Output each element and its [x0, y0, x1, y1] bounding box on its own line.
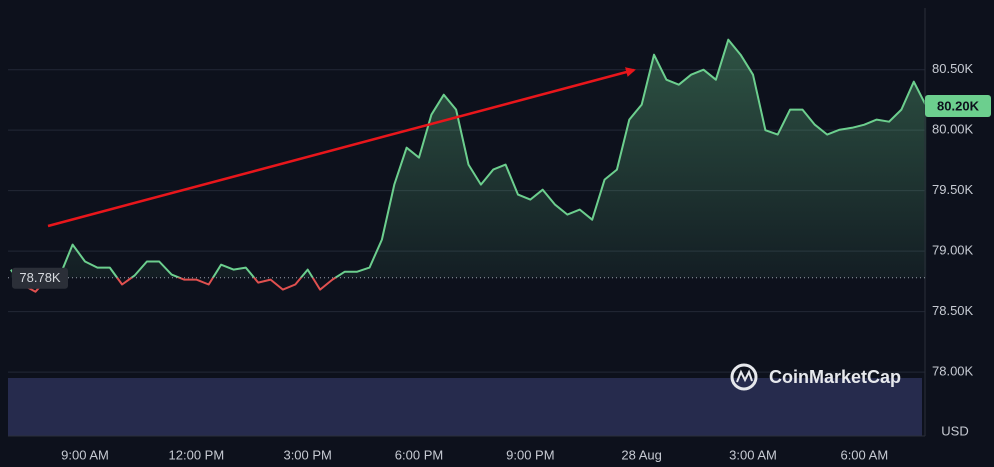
x-tick-label: 9:00 AM — [61, 447, 109, 462]
plot — [10, 38, 928, 293]
annotation-arrow — [47, 67, 636, 228]
y-tick-label: 78.50K — [932, 303, 974, 318]
axis-unit: USD — [941, 423, 968, 438]
y-tick-label: 78.00K — [932, 364, 974, 379]
reference-box — [12, 267, 68, 289]
y-tick-label: 80.00K — [932, 122, 974, 137]
area — [10, 39, 927, 278]
x-tick-label: 6:00 AM — [840, 447, 888, 462]
x-tick-label: 6:00 PM — [395, 447, 443, 462]
reference-label: 78.78K — [19, 270, 61, 285]
x-tick-label: 3:00 AM — [729, 447, 777, 462]
watermark-text: CoinMarketCap — [769, 367, 901, 387]
logo — [730, 363, 758, 391]
y-tick-label: 79.50K — [932, 182, 974, 197]
x-tick-label: 28 Aug — [621, 447, 662, 462]
y-tick-label: 80.50K — [932, 61, 974, 76]
x-tick-label: 12:00 PM — [169, 447, 225, 462]
y-tick-label: 79.00K — [932, 243, 974, 258]
logo — [736, 369, 753, 383]
volume-band — [8, 378, 922, 436]
current-box — [925, 94, 991, 117]
x-tick-label: 3:00 PM — [283, 447, 331, 462]
price-line — [10, 38, 928, 293]
x-tick-label: 9:00 PM — [506, 447, 554, 462]
current-label: 80.20K — [937, 98, 980, 113]
watermark: CoinMarketCap — [730, 363, 901, 391]
